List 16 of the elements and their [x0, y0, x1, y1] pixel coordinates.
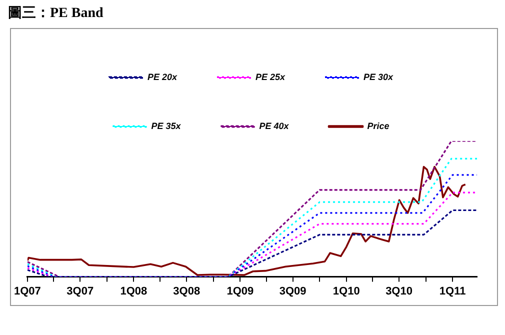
- legend-label: PE 20x: [147, 72, 178, 82]
- x-tick-label: 1Q11: [439, 285, 466, 298]
- legend-label: PE 40x: [259, 120, 290, 131]
- x-tick-label: 3Q07: [66, 285, 94, 298]
- x-tick-label: 3Q09: [279, 285, 306, 298]
- x-tick-label: 1Q09: [226, 285, 254, 298]
- x-tick-label: 1Q10: [332, 285, 360, 298]
- chart-title: 圖三：PE Band: [8, 5, 104, 22]
- legend-label: Price: [367, 120, 390, 131]
- legend-label: PE 35x: [151, 120, 182, 131]
- x-tick-label: 3Q10: [386, 285, 412, 298]
- x-tick-label: 1Q08: [120, 285, 148, 298]
- x-tick-label: 3Q08: [173, 285, 200, 298]
- legend-label: PE 25x: [255, 72, 286, 82]
- legend-label: PE 30x: [364, 72, 394, 82]
- x-tick-label: 1Q07: [14, 285, 41, 298]
